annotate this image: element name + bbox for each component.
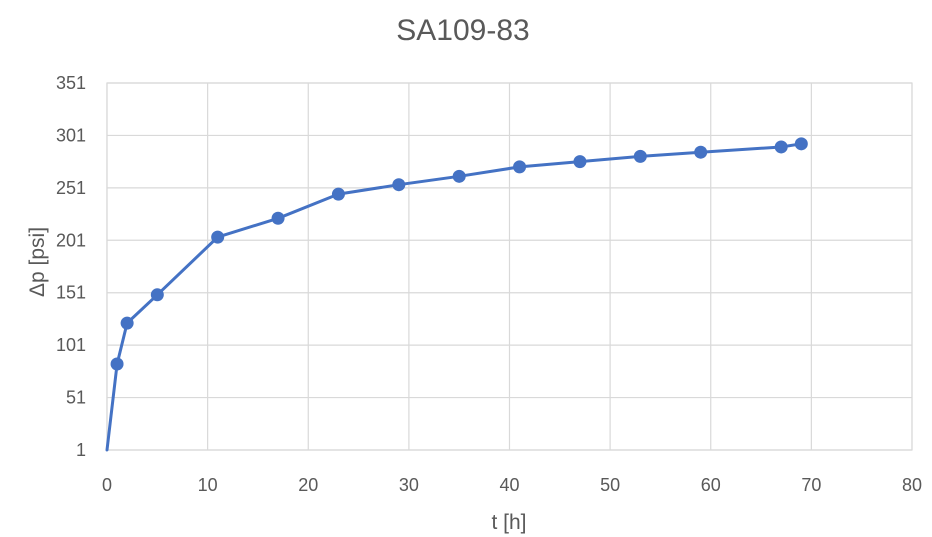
- y-tick-label: 1: [76, 440, 86, 460]
- data-point: [110, 357, 124, 371]
- data-point: [794, 137, 808, 151]
- chart-title: SA109-83: [396, 14, 529, 47]
- grid-lines: [106, 82, 913, 451]
- data-point: [331, 187, 345, 201]
- y-tick-label: 51: [66, 388, 86, 408]
- data-point: [573, 155, 587, 169]
- x-tick-label: 0: [102, 475, 112, 495]
- y-tick-label: 151: [56, 283, 86, 303]
- data-point: [633, 149, 647, 163]
- data-point: [211, 230, 225, 244]
- x-tick-label: 30: [399, 475, 419, 495]
- data-point: [452, 169, 466, 183]
- x-tick-label: 70: [801, 475, 821, 495]
- plot-area-border: [106, 82, 913, 451]
- series-line: [105, 142, 803, 452]
- series-layer: [105, 137, 808, 452]
- x-axis-tick-labels: 0 10 20 30 40 50 60 70 80: [102, 475, 922, 495]
- y-axis-title: Δp [psi]: [26, 227, 49, 297]
- data-point: [774, 140, 788, 154]
- x-axis-title: t [h]: [491, 511, 526, 534]
- x-tick-label: 80: [902, 475, 922, 495]
- data-point: [120, 316, 134, 330]
- x-tick-label: 60: [701, 475, 721, 495]
- data-point: [150, 288, 164, 302]
- y-tick-label: 101: [56, 335, 86, 355]
- x-tick-label: 10: [198, 475, 218, 495]
- data-point: [392, 178, 406, 192]
- data-point: [271, 211, 285, 225]
- y-tick-label: 251: [56, 178, 86, 198]
- data-point: [513, 160, 527, 174]
- y-tick-label: 301: [56, 125, 86, 145]
- x-tick-label: 20: [298, 475, 318, 495]
- x-tick-label: 40: [499, 475, 519, 495]
- x-tick-label: 50: [600, 475, 620, 495]
- data-point: [694, 145, 708, 159]
- y-tick-label: 351: [56, 73, 86, 93]
- y-tick-label: 201: [56, 230, 86, 250]
